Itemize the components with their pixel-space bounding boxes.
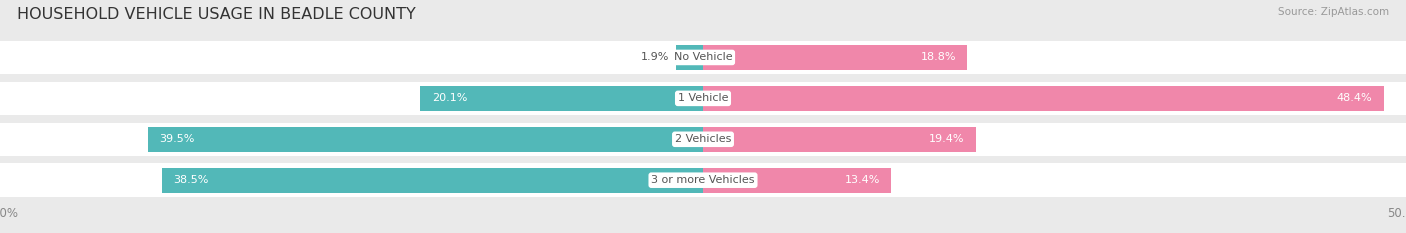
Text: Source: ZipAtlas.com: Source: ZipAtlas.com xyxy=(1278,7,1389,17)
Text: 1.9%: 1.9% xyxy=(641,52,669,62)
Bar xyxy=(703,45,967,70)
Text: No Vehicle: No Vehicle xyxy=(673,52,733,62)
Text: HOUSEHOLD VEHICLE USAGE IN BEADLE COUNTY: HOUSEHOLD VEHICLE USAGE IN BEADLE COUNTY xyxy=(17,7,416,22)
Bar xyxy=(148,127,703,152)
Text: 18.8%: 18.8% xyxy=(921,52,956,62)
Bar xyxy=(0,82,1406,115)
Text: 48.4%: 48.4% xyxy=(1337,93,1372,103)
Text: 39.5%: 39.5% xyxy=(159,134,194,144)
Text: 2 Vehicles: 2 Vehicles xyxy=(675,134,731,144)
Bar xyxy=(703,86,1384,111)
Bar xyxy=(162,168,703,193)
Text: 20.1%: 20.1% xyxy=(432,93,467,103)
Bar xyxy=(0,163,1406,197)
Text: 19.4%: 19.4% xyxy=(929,134,965,144)
Bar xyxy=(676,45,703,70)
Text: 3 or more Vehicles: 3 or more Vehicles xyxy=(651,175,755,185)
Text: 13.4%: 13.4% xyxy=(845,175,880,185)
Bar xyxy=(703,168,891,193)
Text: 1 Vehicle: 1 Vehicle xyxy=(678,93,728,103)
Bar xyxy=(0,123,1406,156)
Bar xyxy=(0,41,1406,74)
Bar xyxy=(703,127,976,152)
Bar xyxy=(420,86,703,111)
Text: 38.5%: 38.5% xyxy=(173,175,208,185)
